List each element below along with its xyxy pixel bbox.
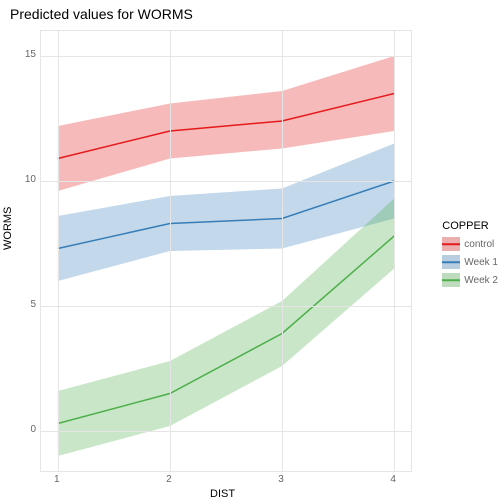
gridline-v: [170, 31, 171, 471]
legend-label: control: [464, 239, 494, 250]
plot-area: [40, 30, 412, 472]
series-svg: [41, 31, 411, 471]
legend-swatch: [442, 273, 460, 287]
y-tick-label: 0: [8, 424, 36, 435]
y-tick-label: 5: [8, 299, 36, 310]
legend-item: Week 1: [442, 254, 498, 270]
y-tick-label: 10: [8, 174, 36, 185]
y-axis-title: WORMS: [2, 207, 14, 250]
x-tick-label: 3: [278, 474, 284, 485]
x-axis-title: DIST: [210, 488, 235, 500]
gridline-h: [41, 181, 411, 182]
legend-title: COPPER: [442, 220, 498, 232]
gridline-v: [58, 31, 59, 471]
gridline-h: [41, 306, 411, 307]
chart-title: Predicted values for WORMS: [10, 6, 193, 22]
legend-swatch: [442, 255, 460, 269]
legend-item: Week 2: [442, 272, 498, 288]
legend-label: Week 2: [464, 275, 498, 286]
gridline-v: [282, 31, 283, 471]
legend-label: Week 1: [464, 257, 498, 268]
x-tick-label: 2: [166, 474, 172, 485]
y-tick-label: 15: [8, 49, 36, 60]
gridline-h: [41, 431, 411, 432]
legend-item: control: [442, 236, 498, 252]
legend-swatch: [442, 237, 460, 251]
x-tick-label: 1: [54, 474, 60, 485]
gridline-h: [41, 56, 411, 57]
chart-container: Predicted values for WORMS WORMS DIST CO…: [0, 0, 504, 504]
x-tick-label: 4: [390, 474, 396, 485]
gridline-v: [394, 31, 395, 471]
legend: COPPER control Week 1 Week 2: [442, 220, 498, 290]
